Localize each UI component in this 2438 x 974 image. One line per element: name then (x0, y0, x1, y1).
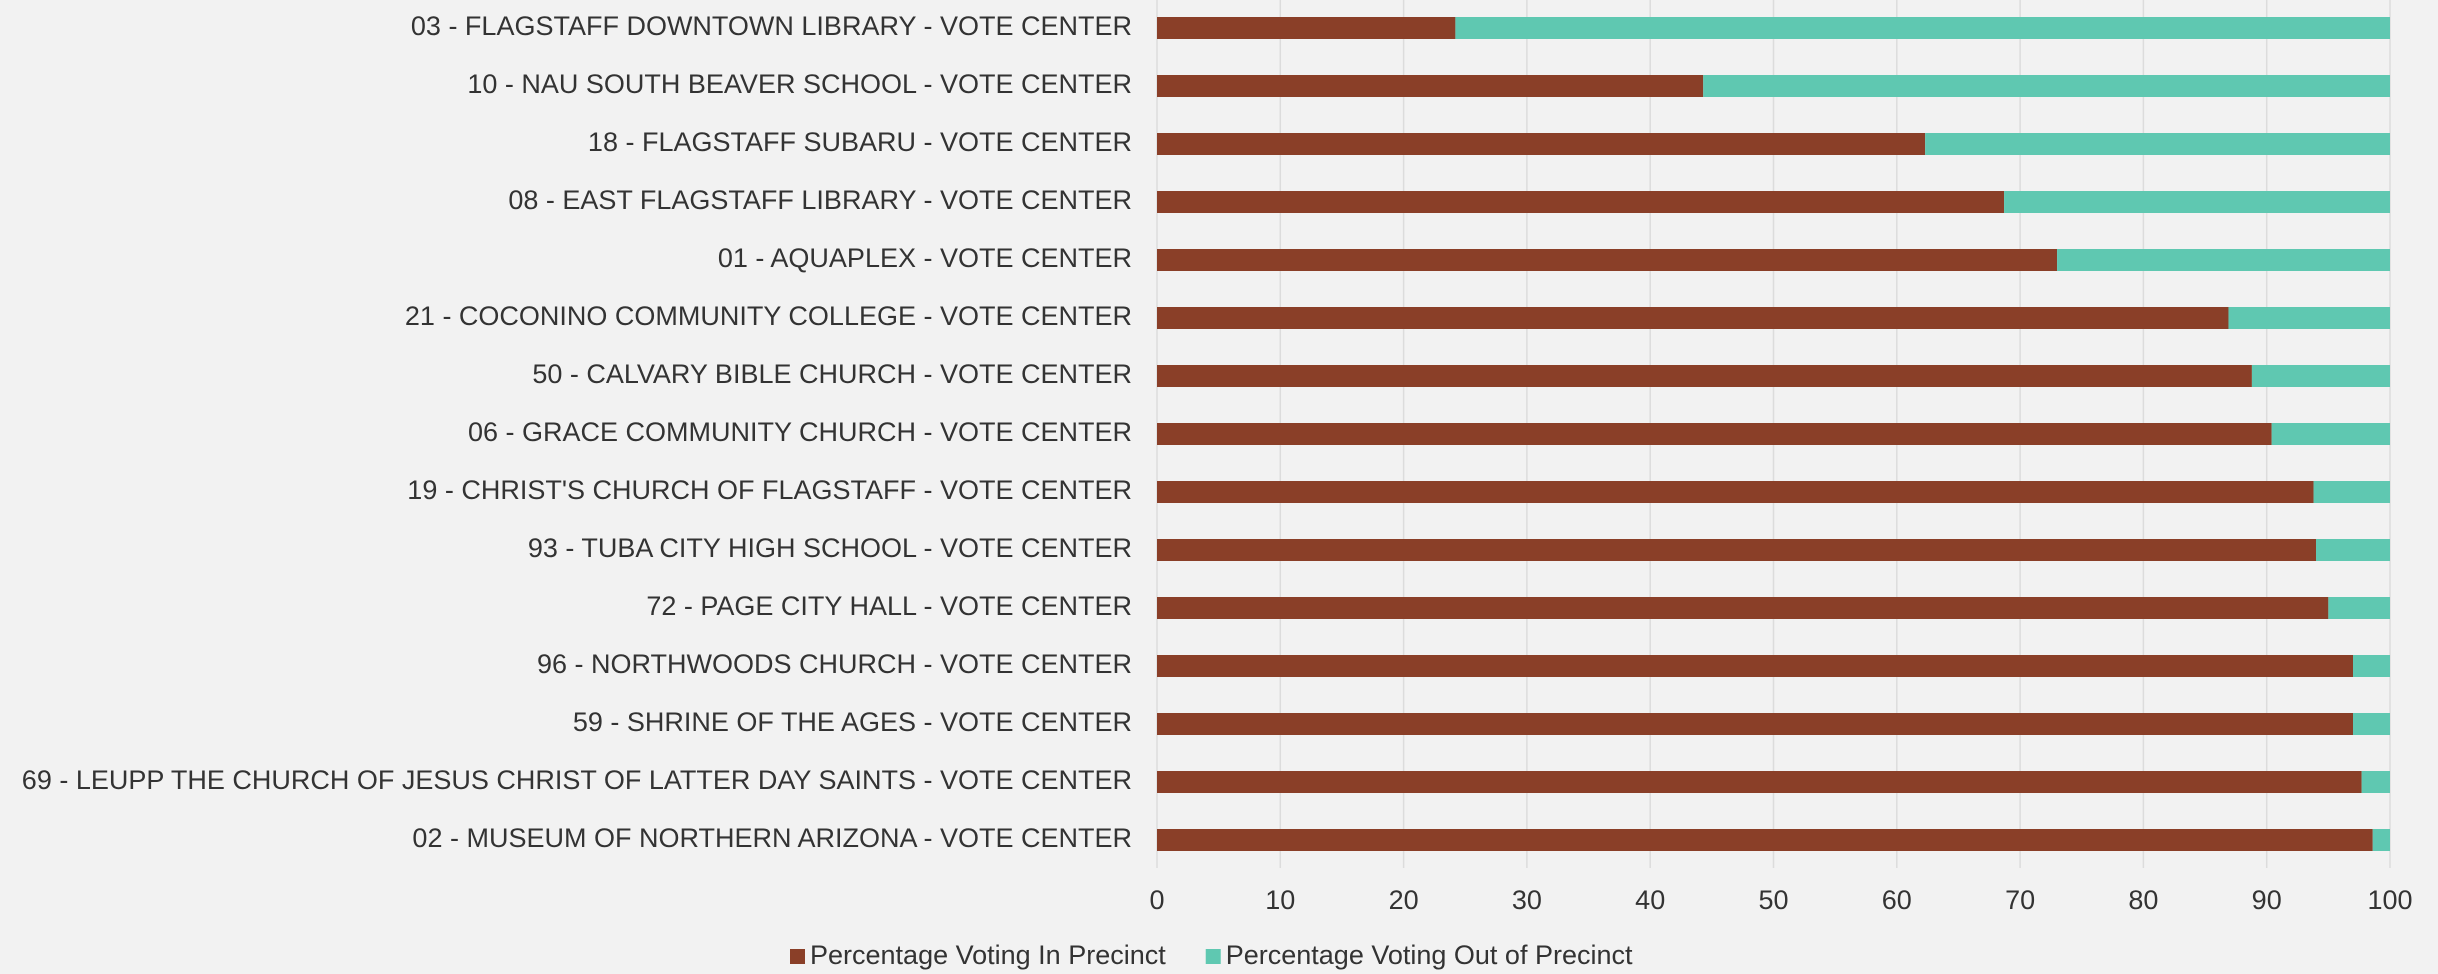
bar-segment (1157, 365, 2252, 387)
y-tick-label: 01 - AQUAPLEX - VOTE CENTER (718, 243, 1132, 273)
y-tick-label: 19 - CHRIST'S CHURCH OF FLAGSTAFF - VOTE… (407, 475, 1132, 505)
bar-segment (1455, 17, 2390, 39)
bar-segment (2372, 829, 2390, 851)
bar-segment (2313, 481, 2390, 503)
bar-segment (2361, 771, 2390, 793)
x-tick-label: 30 (1512, 885, 1542, 915)
bar-segment (2353, 655, 2390, 677)
bar-segment (1157, 713, 2354, 735)
bar-segment (1157, 307, 2229, 329)
x-tick-label: 90 (2252, 885, 2282, 915)
legend-swatch (790, 949, 805, 964)
bar-segment (2251, 365, 2390, 387)
legend-swatch (1205, 949, 1221, 964)
x-tick-label: 0 (1149, 885, 1164, 915)
x-tick-label: 80 (2128, 885, 2158, 915)
bar-segment (1157, 829, 2373, 851)
x-tick-label: 60 (1882, 885, 1912, 915)
bar-segment (1157, 75, 1704, 97)
bar-segment (2353, 713, 2390, 735)
bar-segment (2271, 423, 2390, 445)
x-tick-label: 20 (1389, 885, 1419, 915)
y-tick-label: 18 - FLAGSTAFF SUBARU - VOTE CENTER (588, 127, 1132, 157)
bar-segment (2057, 249, 2390, 271)
y-tick-label: 69 - LEUPP THE CHURCH OF JESUS CHRIST OF… (22, 765, 1132, 795)
x-tick-label: 70 (2005, 885, 2035, 915)
y-tick-label: 06 - GRACE COMMUNITY CHURCH - VOTE CENTE… (468, 417, 1132, 447)
bar-segment (1157, 133, 1926, 155)
y-tick-label: 03 - FLAGSTAFF DOWNTOWN LIBRARY - VOTE C… (411, 11, 1132, 41)
x-tick-label: 100 (2367, 885, 2412, 915)
y-tick-label: 93 - TUBA CITY HIGH SCHOOL - VOTE CENTER (528, 533, 1132, 563)
bar-segment (1157, 17, 1456, 39)
x-tick-label: 10 (1265, 885, 1295, 915)
bar-segment (1703, 75, 2390, 97)
y-tick-label: 96 - NORTHWOODS CHURCH - VOTE CENTER (537, 649, 1132, 679)
x-tick-label: 50 (1758, 885, 1788, 915)
legend-label: Percentage Voting Out of Precinct (1226, 940, 1633, 970)
bar-segment (1157, 191, 2005, 213)
y-tick-label: 08 - EAST FLAGSTAFF LIBRARY - VOTE CENTE… (508, 185, 1132, 215)
bar-segment (1925, 133, 2390, 155)
y-tick-label: 21 - COCONINO COMMUNITY COLLEGE - VOTE C… (405, 301, 1132, 331)
bar-segment (1157, 249, 2058, 271)
bar-segment (1157, 423, 2272, 445)
bar-segment (1157, 655, 2354, 677)
legend-label: Percentage Voting In Precinct (810, 940, 1166, 970)
bar-segment (2328, 597, 2390, 619)
bar-segment (1157, 539, 2317, 561)
y-tick-label: 50 - CALVARY BIBLE CHURCH - VOTE CENTER (532, 359, 1132, 389)
y-tick-label: 59 - SHRINE OF THE AGES - VOTE CENTER (573, 707, 1132, 737)
bar-segment (2004, 191, 2390, 213)
y-tick-label: 02 - MUSEUM OF NORTHERN ARIZONA - VOTE C… (412, 823, 1132, 853)
bar-segment (2228, 307, 2390, 329)
bar-segment (1157, 771, 2362, 793)
y-tick-label: 72 - PAGE CITY HALL - VOTE CENTER (646, 591, 1132, 621)
x-tick-label: 40 (1635, 885, 1665, 915)
bar-segment (1157, 481, 2314, 503)
bar-segment (1157, 597, 2329, 619)
bar-segment (2316, 539, 2390, 561)
y-tick-label: 10 - NAU SOUTH BEAVER SCHOOL - VOTE CENT… (467, 69, 1132, 99)
